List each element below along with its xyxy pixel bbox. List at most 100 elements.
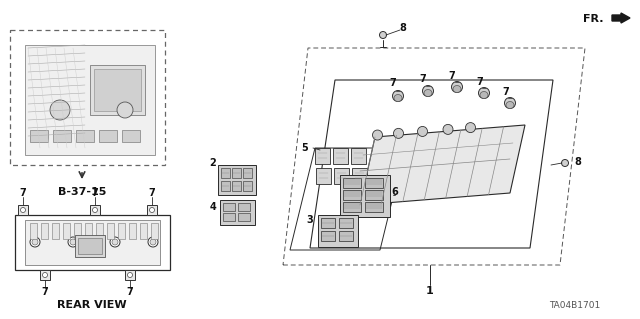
Ellipse shape	[422, 85, 433, 97]
Bar	[74, 223, 81, 239]
Ellipse shape	[110, 237, 120, 247]
Bar	[321, 231, 335, 241]
Bar	[238, 203, 250, 211]
Bar	[334, 168, 349, 184]
Ellipse shape	[372, 130, 383, 140]
Bar	[75, 235, 105, 257]
Ellipse shape	[150, 207, 154, 212]
Ellipse shape	[465, 122, 476, 133]
Bar	[343, 178, 361, 188]
Bar	[365, 178, 383, 188]
Text: 1: 1	[426, 286, 434, 296]
Bar	[339, 218, 353, 228]
Ellipse shape	[417, 126, 428, 137]
Bar	[15, 215, 170, 270]
Text: 5: 5	[301, 143, 308, 153]
Bar	[223, 213, 235, 221]
Ellipse shape	[42, 272, 47, 278]
Ellipse shape	[479, 87, 490, 99]
Bar	[232, 168, 241, 178]
Bar	[76, 130, 94, 142]
Bar	[107, 223, 114, 239]
Ellipse shape	[506, 101, 514, 108]
Bar	[53, 130, 71, 142]
Bar	[151, 223, 158, 239]
Bar	[238, 213, 250, 221]
Text: 3: 3	[307, 215, 314, 225]
Bar	[90, 65, 145, 115]
Bar	[30, 130, 48, 142]
Text: 8: 8	[575, 157, 581, 167]
Text: 7: 7	[92, 188, 99, 198]
Ellipse shape	[480, 92, 488, 99]
Text: 2: 2	[210, 158, 216, 168]
Text: 7: 7	[502, 87, 509, 97]
Ellipse shape	[70, 239, 76, 245]
Ellipse shape	[451, 81, 463, 93]
Text: TA04B1701: TA04B1701	[549, 300, 600, 309]
Ellipse shape	[32, 239, 38, 245]
Bar	[221, 181, 230, 191]
Text: 7: 7	[477, 77, 483, 87]
Bar	[90, 205, 100, 215]
Bar	[78, 238, 102, 254]
Text: 7: 7	[127, 287, 133, 297]
Bar	[140, 223, 147, 239]
Bar	[25, 220, 160, 265]
Bar	[232, 181, 241, 191]
Bar	[118, 223, 125, 239]
Text: 7: 7	[148, 188, 156, 198]
Text: 7: 7	[390, 78, 396, 88]
Ellipse shape	[394, 128, 403, 138]
Bar	[221, 168, 230, 178]
Bar	[99, 130, 117, 142]
Bar	[122, 130, 140, 142]
Bar	[351, 148, 366, 164]
Bar	[315, 148, 330, 164]
Bar	[340, 175, 390, 217]
Ellipse shape	[93, 207, 97, 212]
Ellipse shape	[394, 94, 402, 101]
Bar	[243, 181, 252, 191]
Polygon shape	[360, 125, 525, 205]
Text: 8: 8	[399, 23, 406, 33]
Bar	[125, 270, 135, 280]
Ellipse shape	[148, 237, 158, 247]
Bar	[30, 223, 37, 239]
Bar	[220, 200, 255, 225]
Bar	[52, 223, 59, 239]
Ellipse shape	[392, 91, 403, 101]
Bar	[318, 215, 358, 247]
Ellipse shape	[453, 85, 461, 93]
Ellipse shape	[117, 102, 133, 118]
Bar	[96, 223, 103, 239]
Ellipse shape	[68, 237, 78, 247]
Text: REAR VIEW: REAR VIEW	[57, 300, 127, 310]
Bar	[41, 223, 48, 239]
Text: 4: 4	[210, 202, 216, 212]
Text: 7: 7	[449, 71, 456, 81]
Bar	[343, 190, 361, 200]
Bar	[243, 168, 252, 178]
FancyArrow shape	[612, 13, 630, 23]
Bar	[63, 223, 70, 239]
Bar	[18, 205, 28, 215]
Ellipse shape	[380, 32, 387, 39]
Bar	[352, 168, 367, 184]
Ellipse shape	[127, 272, 132, 278]
Bar	[321, 218, 335, 228]
Ellipse shape	[112, 239, 118, 245]
Bar	[365, 202, 383, 212]
Ellipse shape	[561, 160, 568, 167]
Text: 7: 7	[42, 287, 49, 297]
Bar	[40, 270, 50, 280]
Ellipse shape	[20, 207, 26, 212]
Bar	[223, 203, 235, 211]
Bar	[85, 223, 92, 239]
Bar	[94, 69, 141, 111]
Bar	[343, 202, 361, 212]
Text: 7: 7	[20, 188, 26, 198]
Text: 6: 6	[392, 187, 398, 197]
Ellipse shape	[504, 98, 515, 108]
Text: FR.: FR.	[584, 14, 604, 24]
